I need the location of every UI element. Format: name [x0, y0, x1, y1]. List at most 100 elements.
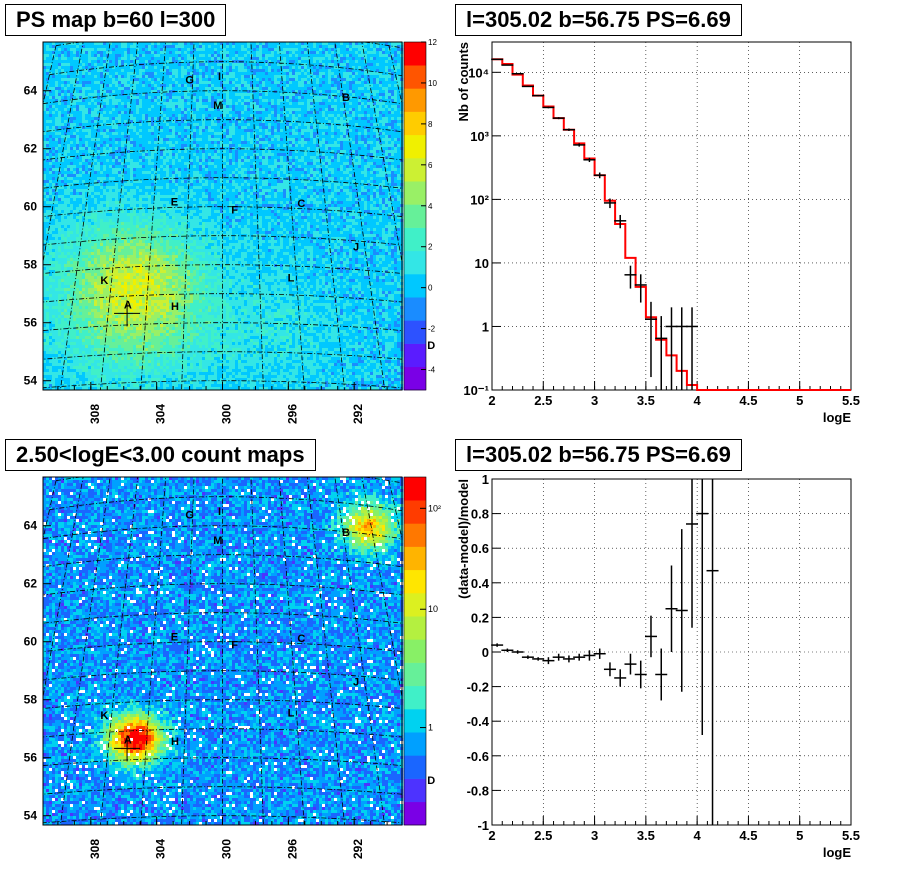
colorbar-tick-label: 10² [428, 503, 441, 513]
x-tick-label: 2.5 [534, 828, 552, 843]
x-tick-label: 4 [694, 393, 702, 408]
y-tick-label: -0.8 [467, 783, 489, 798]
x-tick-label: 4.5 [739, 393, 757, 408]
x-tick-label: 308 [88, 839, 102, 859]
y-tick-label: 54 [24, 374, 38, 388]
x-tick-label: 304 [154, 839, 168, 859]
source-label-K: K [100, 275, 108, 287]
source-label-L: L [288, 708, 295, 720]
residuals-title: l=305.02 b=56.75 PS=6.69 [455, 439, 742, 471]
colorbar-tick-label: 8 [428, 120, 433, 129]
source-label-D: D [427, 340, 435, 352]
source-label-C: C [297, 633, 305, 645]
y-tick-label: 10² [470, 192, 489, 207]
x-tick-label: 3 [591, 828, 598, 843]
x-tick-label: 3 [591, 393, 598, 408]
x-axis-label: logE [823, 410, 851, 425]
x-tick-label: 4 [694, 828, 702, 843]
x-tick-label: 4.5 [739, 828, 757, 843]
source-label-F: F [231, 205, 238, 217]
x-tick-label: 5.5 [842, 828, 860, 843]
y-tick-label: 0.6 [471, 541, 489, 556]
y-tick-label: 0 [482, 645, 489, 660]
y-tick-label: 62 [24, 577, 38, 591]
y-tick-label: 58 [24, 258, 38, 272]
colorbar-tick-label: 2 [428, 243, 433, 252]
source-label-E: E [171, 632, 178, 644]
ps-map-title: PS map b=60 l=300 [5, 4, 226, 36]
colorbar-tick-label: -2 [428, 325, 436, 334]
source-label-A: A [124, 735, 132, 747]
x-tick-label: 3.5 [637, 828, 655, 843]
source-label-E: E [171, 197, 178, 209]
source-label-C: C [297, 198, 305, 210]
x-tick-label: 2 [488, 393, 495, 408]
y-tick-label: 10⁻¹ [463, 383, 489, 398]
source-label-F: F [231, 640, 238, 652]
source-label-M: M [213, 100, 222, 112]
source-label-H: H [171, 736, 179, 748]
source-label-K: K [100, 710, 108, 722]
colorbar-tick-label: 4 [428, 202, 433, 211]
y-tick-label: 1 [482, 472, 489, 487]
colorbar [404, 42, 426, 390]
colorbar-tick-label: -4 [428, 366, 436, 375]
y-tick-label: 10³ [470, 129, 489, 144]
source-label-G: G [185, 75, 194, 87]
y-tick-label: 58 [24, 693, 38, 707]
source-label-B: B [342, 92, 350, 104]
source-label-I: I [218, 71, 221, 83]
y-tick-label: 64 [24, 519, 38, 533]
source-label-A: A [124, 300, 132, 312]
colorbar-tick-label: 1 [428, 723, 433, 733]
y-tick-label: 1 [482, 319, 489, 334]
colorbar-tick-label: 10 [428, 604, 438, 614]
x-tick-label: 3.5 [637, 393, 655, 408]
y-tick-label: -0.4 [467, 714, 490, 729]
x-tick-label: 308 [88, 404, 102, 424]
y-tick-label: 60 [24, 200, 38, 214]
colorbar [404, 477, 426, 825]
colorbar-tick-label: 12 [428, 38, 437, 47]
x-tick-label: 300 [220, 839, 234, 859]
source-label-J: J [353, 677, 359, 689]
source-label-I: I [218, 506, 221, 518]
y-tick-label: 60 [24, 635, 38, 649]
y-tick-label: 0.4 [471, 576, 490, 591]
source-label-L: L [288, 273, 295, 285]
y-tick-label: 0.8 [471, 507, 489, 522]
counts-map-title: 2.50<logE<3.00 count maps [5, 439, 316, 471]
y-tick-label: 56 [24, 751, 38, 765]
x-tick-label: 292 [351, 839, 365, 859]
y-tick-label: 10 [475, 256, 489, 271]
x-axis-label: logE [823, 845, 851, 860]
y-tick-label: 56 [24, 316, 38, 330]
colorbar-tick-label: 6 [428, 161, 433, 170]
y-tick-label: 54 [24, 809, 38, 823]
y-tick-label: 62 [24, 142, 38, 156]
source-label-H: H [171, 301, 179, 313]
y-tick-label: -0.2 [467, 680, 489, 695]
y-tick-label: 10⁴ [468, 65, 489, 80]
x-tick-label: 2 [488, 828, 495, 843]
y-tick-label: -1 [477, 818, 489, 833]
x-tick-label: 2.5 [534, 393, 552, 408]
colorbar-tick-label: 10 [428, 79, 437, 88]
spectrum-title: l=305.02 b=56.75 PS=6.69 [455, 4, 742, 36]
colorbar-tick-label: 0 [428, 284, 433, 293]
x-tick-label: 300 [220, 404, 234, 424]
source-label-J: J [353, 242, 359, 254]
y-axis-label: (data-model)/model [456, 479, 471, 599]
x-tick-label: 304 [154, 404, 168, 424]
y-tick-label: -0.6 [467, 749, 489, 764]
x-tick-label: 5 [796, 393, 803, 408]
source-label-D: D [427, 775, 435, 787]
